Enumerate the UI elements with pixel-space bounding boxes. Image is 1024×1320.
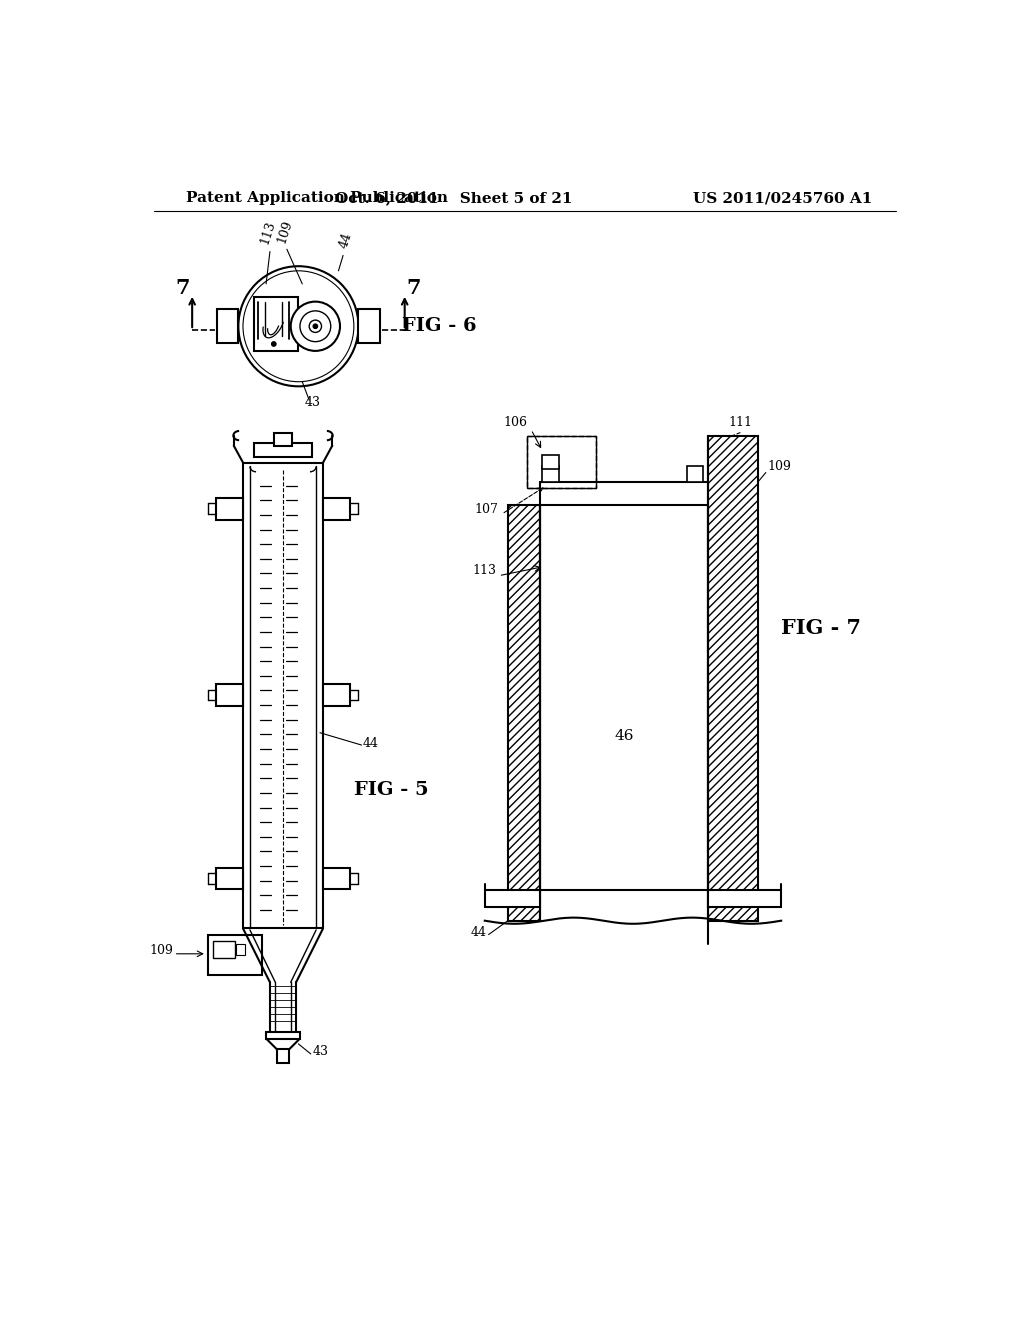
- Bar: [708, 890, 781, 907]
- Bar: [276, 1049, 289, 1063]
- Bar: [323, 867, 350, 890]
- Bar: [216, 498, 243, 520]
- Text: 113: 113: [472, 564, 497, 577]
- Bar: [217, 309, 239, 343]
- Bar: [686, 466, 703, 482]
- Text: 44: 44: [338, 231, 354, 249]
- Text: 7: 7: [176, 277, 190, 298]
- Bar: [708, 436, 758, 921]
- Circle shape: [309, 321, 322, 333]
- Circle shape: [243, 271, 354, 381]
- Bar: [254, 297, 298, 351]
- Text: Patent Application Publication: Patent Application Publication: [186, 191, 449, 206]
- Text: 46: 46: [614, 729, 634, 743]
- Bar: [527, 436, 596, 488]
- Text: 43: 43: [312, 1045, 329, 1059]
- Circle shape: [239, 267, 358, 387]
- Text: FIG - 7: FIG - 7: [781, 618, 861, 638]
- Text: 44: 44: [470, 927, 486, 939]
- Bar: [541, 506, 708, 890]
- Bar: [237, 944, 246, 954]
- Bar: [484, 890, 541, 907]
- Circle shape: [271, 342, 276, 346]
- Bar: [213, 941, 234, 958]
- Circle shape: [300, 312, 331, 342]
- Text: 106: 106: [503, 416, 527, 429]
- Text: 109: 109: [767, 461, 792, 474]
- Bar: [273, 433, 292, 446]
- Circle shape: [313, 323, 317, 329]
- Text: Oct. 6, 2011    Sheet 5 of 21: Oct. 6, 2011 Sheet 5 of 21: [335, 191, 572, 206]
- Text: FIG - 6: FIG - 6: [401, 317, 476, 335]
- Bar: [254, 444, 312, 457]
- Text: 43: 43: [304, 396, 321, 409]
- Text: 109: 109: [150, 944, 174, 957]
- Text: 107: 107: [475, 503, 499, 516]
- Bar: [542, 455, 559, 469]
- Bar: [358, 309, 380, 343]
- Bar: [542, 466, 559, 482]
- Bar: [266, 1032, 300, 1039]
- Circle shape: [291, 302, 340, 351]
- Bar: [527, 436, 596, 488]
- Text: 44: 44: [364, 737, 379, 750]
- Bar: [508, 506, 541, 921]
- Bar: [323, 684, 350, 706]
- Text: 113: 113: [258, 219, 278, 246]
- Bar: [216, 867, 243, 890]
- Text: 111: 111: [728, 416, 753, 429]
- Bar: [208, 935, 262, 974]
- Text: US 2011/0245760 A1: US 2011/0245760 A1: [692, 191, 872, 206]
- Text: FIG - 5: FIG - 5: [354, 781, 428, 799]
- Bar: [323, 498, 350, 520]
- Text: 7: 7: [407, 277, 421, 298]
- Bar: [216, 684, 243, 706]
- Text: 109: 109: [274, 218, 295, 244]
